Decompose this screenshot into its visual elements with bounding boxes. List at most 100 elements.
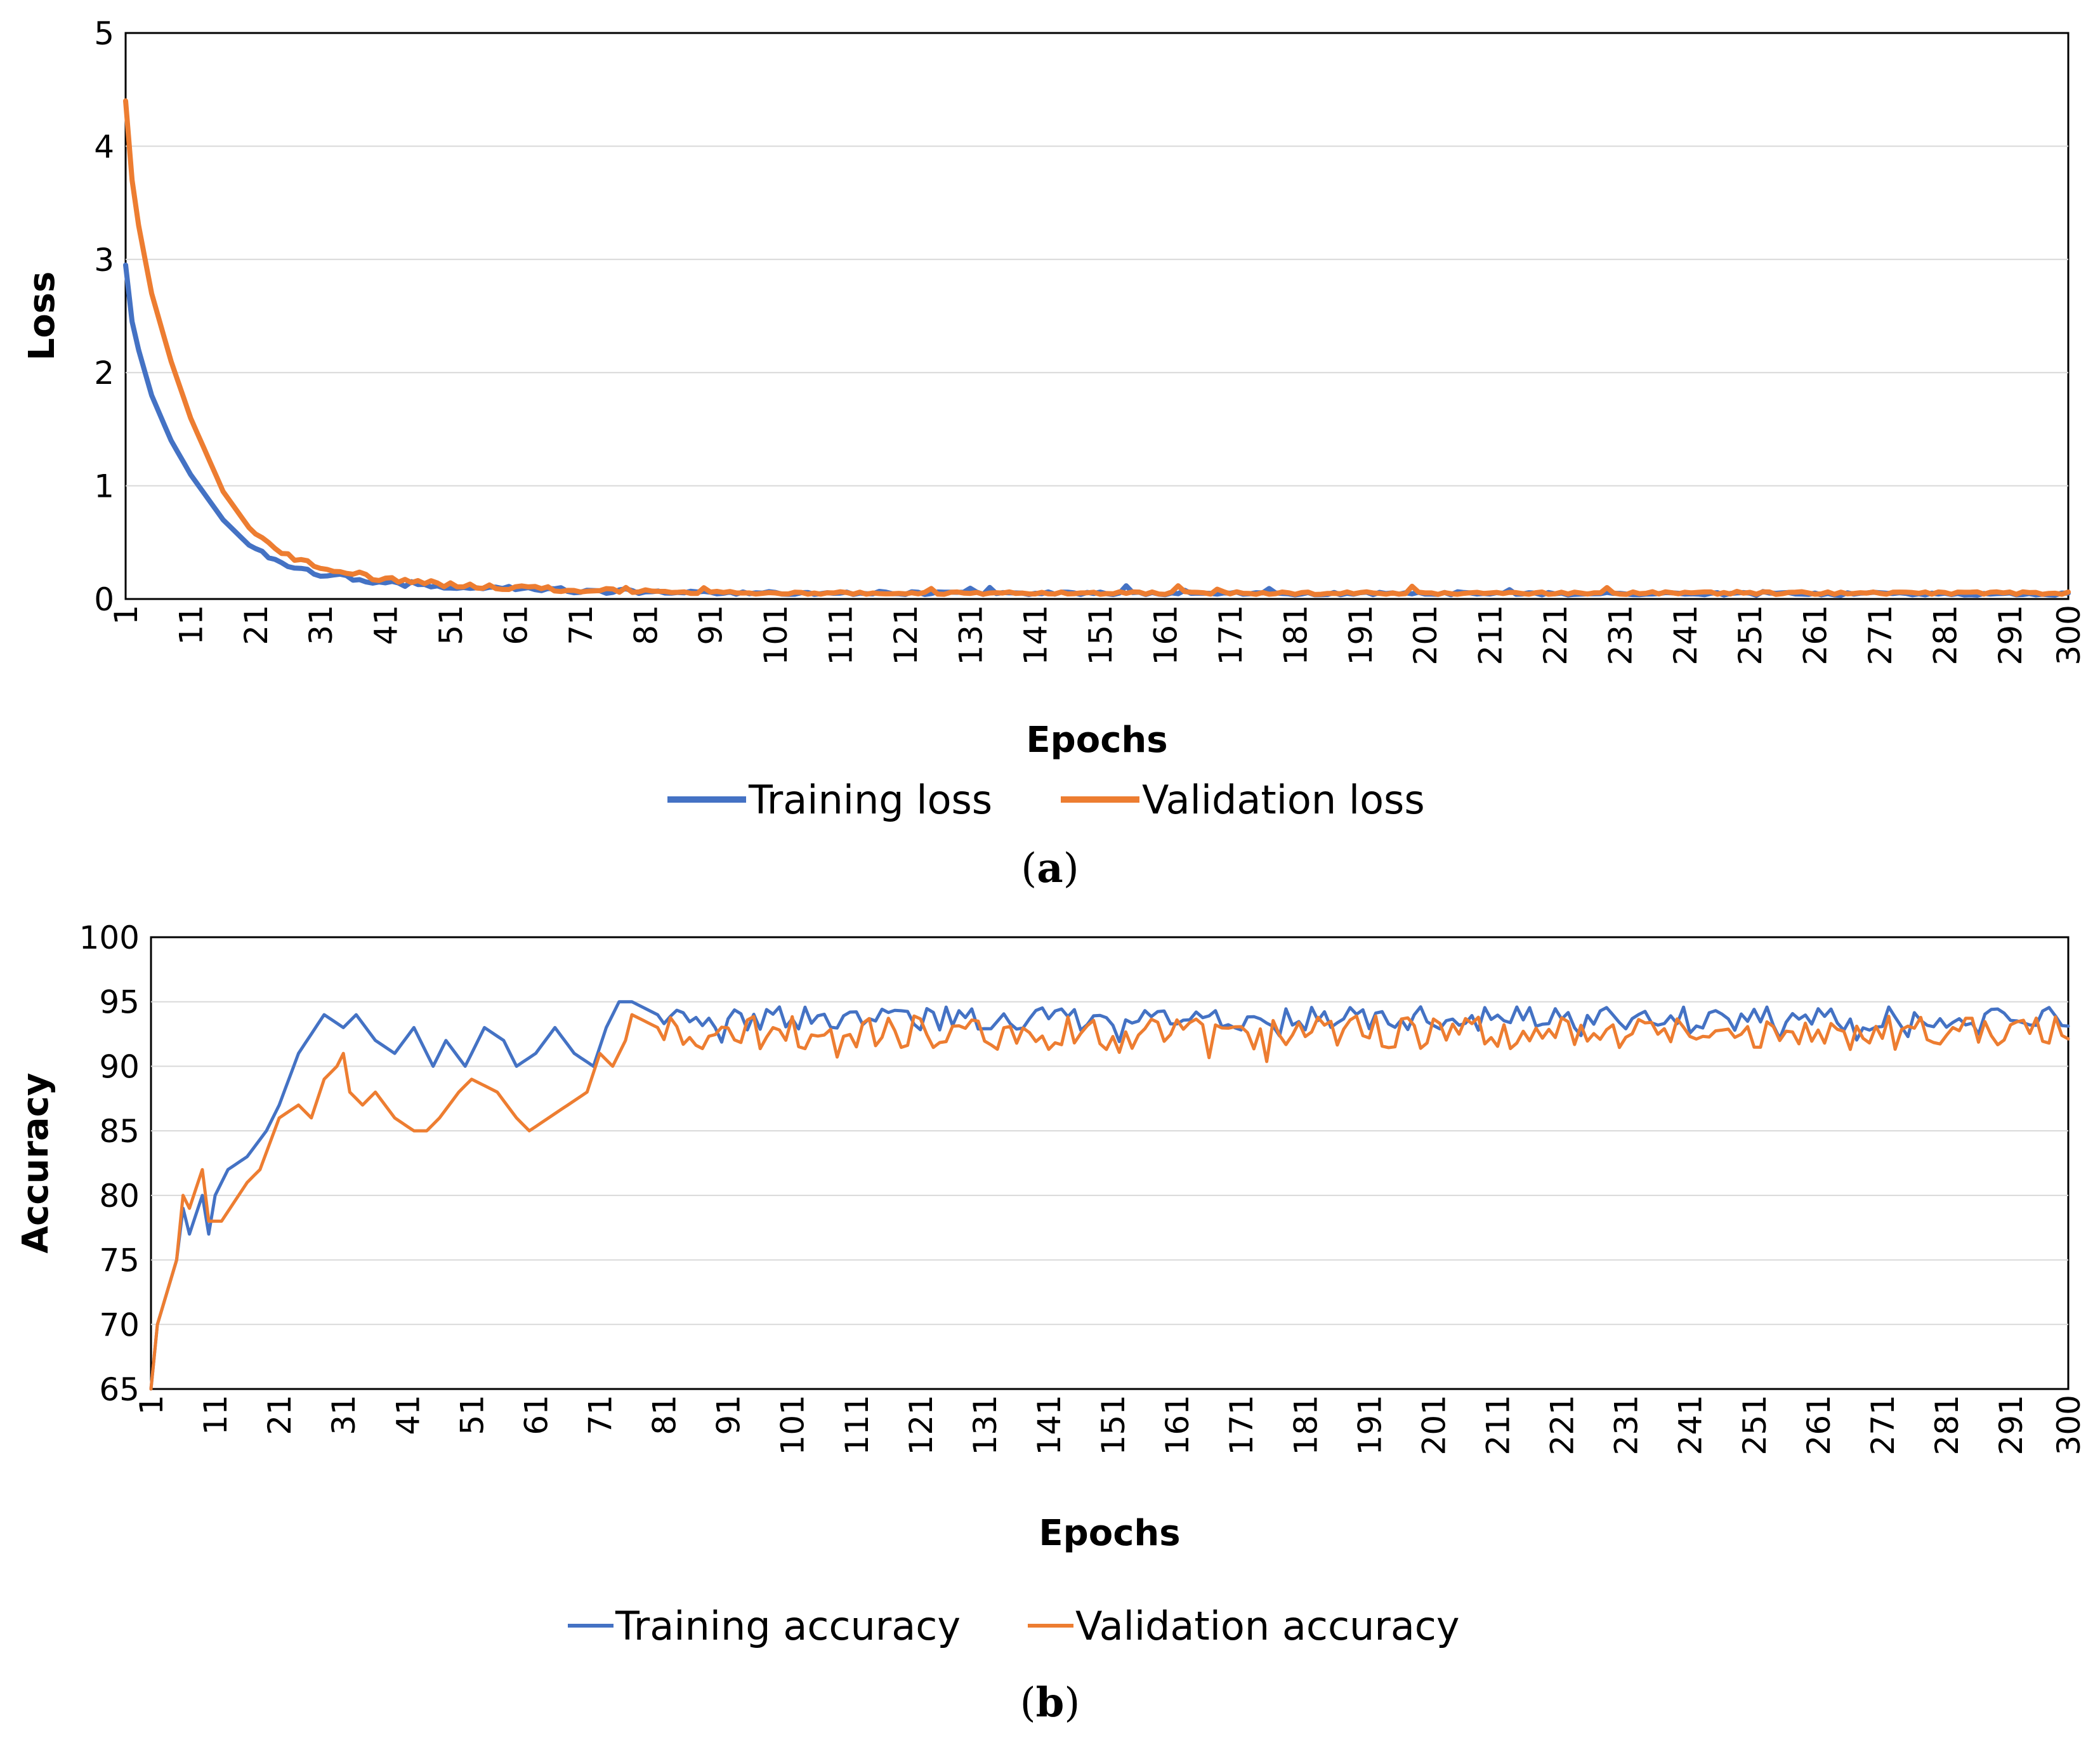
loss-legend: Training loss Validation loss [667,777,1425,823]
x-tick-label: 141 [1031,1395,1068,1455]
x-tick-label: 221 [1537,605,1574,665]
x-tick-label: 91 [693,605,730,645]
y-tick-label: 70 [99,1307,140,1343]
y-tick-label: 4 [94,128,114,165]
x-tick-label: 151 [1082,605,1119,665]
x-tick-label: 261 [1797,605,1834,665]
loss-gridlines [126,145,2068,487]
x-tick-label: 121 [903,1395,940,1455]
x-tick-label: 1 [133,1395,170,1415]
x-tick-label: 201 [1407,605,1444,665]
loss-x-axis-title: Epochs [1026,720,1167,761]
accuracy-plot-frame [150,936,2070,1390]
x-tick-label: 271 [1862,605,1899,665]
accuracy-legend: Training accuracy Validation accuracy [568,1603,1460,1649]
x-tick-label: 91 [711,1395,747,1435]
x-tick-label: 281 [1927,605,1964,665]
accuracy-gridlines [151,1001,2068,1326]
series-line-training-accuracy [149,1000,2070,1391]
y-tick-label: 5 [94,15,114,52]
x-tick-label: 31 [325,1395,362,1435]
y-tick-label: 75 [99,1242,140,1279]
x-tick-label: 261 [1801,1395,1837,1455]
legend-label-validation-loss: Validation loss [1142,777,1425,823]
legend-label-training-loss: Training loss [748,777,992,823]
x-tick-label: 111 [839,1395,876,1455]
legend-label-validation-accuracy: Validation accuracy [1075,1603,1460,1649]
y-tick-label: 2 [94,355,114,392]
loss-plot-frame [124,32,2070,600]
x-tick-label: 211 [1473,605,1509,665]
x-tick-label: 141 [1018,605,1054,665]
x-tick-label: 11 [197,1395,234,1435]
y-tick-label: 1 [94,468,114,505]
x-tick-label: 171 [1223,1395,1260,1455]
loss-y-axis-title: Loss [22,272,63,361]
x-tick-label: 41 [368,605,405,645]
x-tick-label: 21 [261,1395,298,1435]
panel-label-a: (a) [1021,845,1079,892]
x-tick-label: 51 [433,605,469,645]
x-tick-label: 251 [1736,1395,1773,1455]
loss-y-tick-labels: 0 1 2 3 4 5 [94,15,114,618]
x-tick-label: 121 [888,605,924,665]
x-tick-label: 271 [1865,1395,1901,1455]
loss-x-tick-labels: 1 11 21 31 41 51 61 71 81 91 101 111 121 131 141 151 161… [108,605,2087,665]
x-tick-label: 211 [1480,1395,1516,1455]
panel-label-b: (b) [1020,1679,1080,1727]
x-tick-label: 11 [173,605,209,645]
x-tick-label: 71 [582,1395,619,1435]
x-tick-label: 61 [497,605,534,645]
x-tick-label: 131 [952,605,989,665]
x-tick-label: 151 [1095,1395,1132,1455]
x-tick-label: 231 [1602,605,1639,665]
x-tick-label: 231 [1608,1395,1645,1455]
x-tick-label: 251 [1732,605,1769,665]
x-tick-label: 241 [1667,605,1704,665]
x-tick-label: 111 [822,605,859,665]
y-tick-label: 90 [99,1048,140,1085]
accuracy-x-tick-labels: 1 11 21 31 41 51 61 71 81 91 101 111 121 131 141 151 161… [133,1395,2087,1455]
accuracy-y-axis-title: Accuracy [15,1073,56,1254]
x-tick-label: 51 [454,1395,490,1435]
loss-series [123,98,2071,598]
x-tick-label: 161 [1148,605,1185,665]
x-tick-label: 181 [1287,1395,1324,1455]
x-tick-label: 21 [238,605,275,645]
x-tick-label: 1 [108,605,145,625]
x-tick-label: 171 [1212,605,1249,665]
accuracy-x-axis-title: Epochs [1039,1513,1180,1554]
x-tick-label: 241 [1672,1395,1709,1455]
x-tick-label: 41 [390,1395,426,1435]
x-tick-label: 101 [758,605,794,665]
series-line-validation-accuracy [149,1013,2070,1391]
series-line-validation-loss [123,98,2071,597]
x-tick-label: 191 [1351,1395,1388,1455]
accuracy-y-tick-labels: 65 70 75 80 85 90 95 100 [79,919,140,1408]
accuracy-series [149,1000,2070,1391]
x-tick-label: 291 [1992,605,2029,665]
x-tick-label: 181 [1277,605,1314,665]
y-tick-label: 65 [99,1371,140,1408]
y-tick-label: 85 [99,1113,140,1150]
x-tick-label: 31 [303,605,339,645]
x-tick-label: 81 [627,605,664,645]
x-tick-label: 161 [1159,1395,1196,1455]
y-tick-label: 3 [94,242,114,279]
x-tick-label: 101 [775,1395,811,1455]
x-tick-label: 191 [1342,605,1379,665]
y-tick-label: 100 [79,919,140,956]
x-tick-label: 291 [1993,1395,2030,1455]
x-tick-label: 300 [2051,605,2087,665]
legend-label-training-accuracy: Training accuracy [615,1603,961,1649]
x-tick-label: 81 [646,1395,683,1435]
x-tick-label: 221 [1544,1395,1581,1455]
y-tick-label: 95 [99,984,140,1021]
y-tick-label: 80 [99,1178,140,1215]
x-tick-label: 131 [967,1395,1004,1455]
x-tick-label: 281 [1929,1395,1965,1455]
x-tick-label: 201 [1415,1395,1452,1455]
